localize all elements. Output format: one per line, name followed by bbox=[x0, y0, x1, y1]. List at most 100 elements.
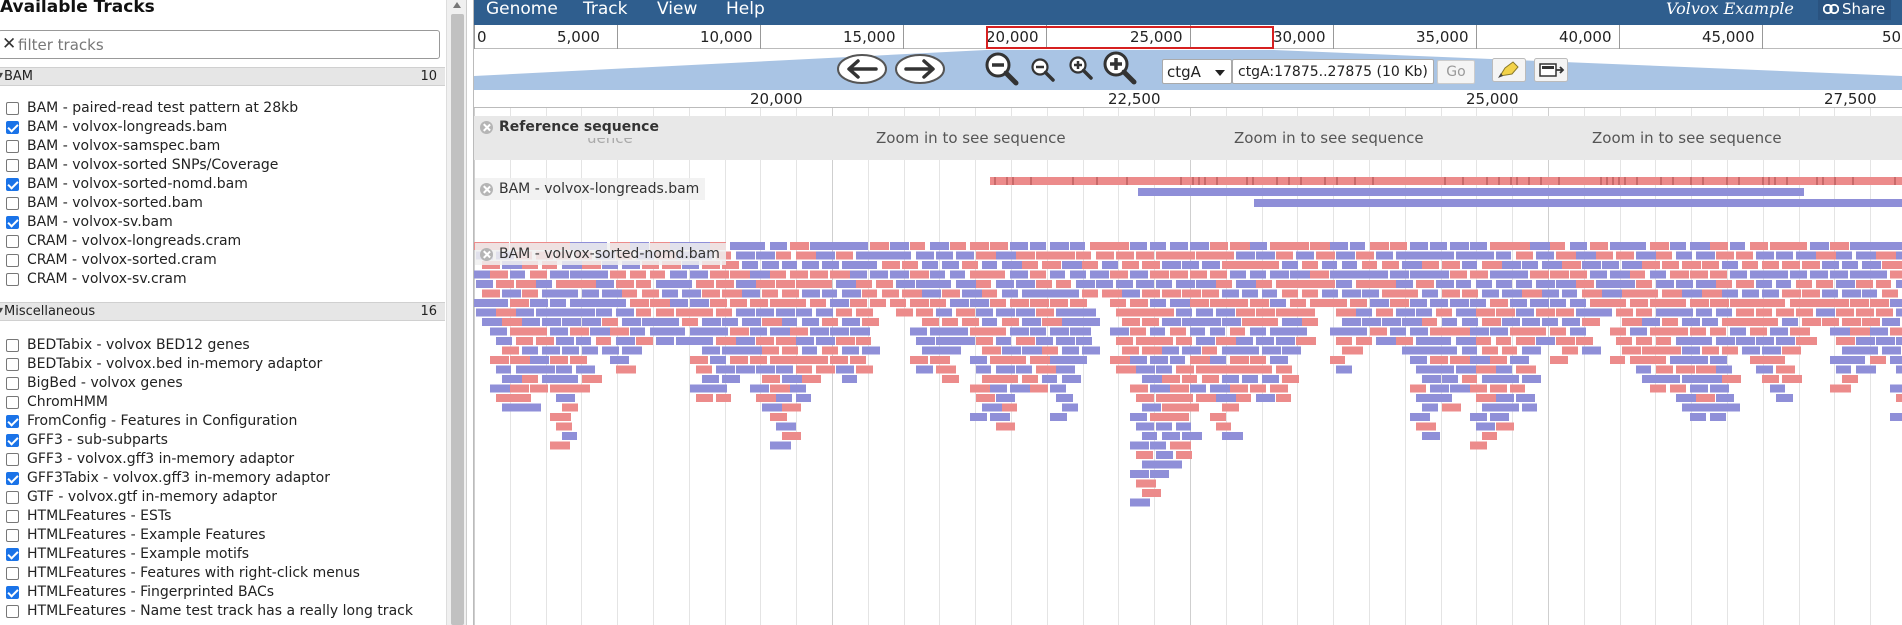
short-read[interactable] bbox=[1662, 375, 1680, 383]
short-read[interactable] bbox=[1002, 375, 1018, 383]
short-read[interactable] bbox=[816, 365, 835, 374]
short-read[interactable] bbox=[1042, 289, 1063, 298]
short-read[interactable] bbox=[1062, 318, 1082, 326]
short-read[interactable] bbox=[1176, 394, 1193, 402]
short-read[interactable] bbox=[950, 242, 966, 250]
overview-ruler[interactable]: 0 5,000 10,000 15,000 20,000 25,000 30,000 35,0… bbox=[474, 25, 1902, 49]
short-read[interactable] bbox=[950, 327, 968, 336]
short-read[interactable] bbox=[562, 375, 578, 383]
short-read[interactable] bbox=[1122, 318, 1140, 326]
short-read[interactable] bbox=[1182, 403, 1199, 412]
short-read[interactable] bbox=[650, 270, 665, 279]
short-read[interactable] bbox=[1110, 242, 1129, 250]
short-read[interactable] bbox=[1776, 251, 1793, 260]
short-read[interactable] bbox=[1682, 289, 1702, 298]
short-read[interactable] bbox=[1136, 337, 1156, 345]
short-read[interactable] bbox=[616, 280, 634, 288]
short-read[interactable] bbox=[690, 270, 708, 279]
short-read[interactable] bbox=[1716, 251, 1734, 260]
short-read[interactable] bbox=[936, 365, 956, 374]
short-read[interactable] bbox=[1622, 289, 1642, 298]
short-read[interactable] bbox=[842, 261, 863, 269]
short-read[interactable] bbox=[1756, 337, 1774, 345]
short-read[interactable] bbox=[1210, 299, 1231, 307]
short-read[interactable] bbox=[1636, 280, 1652, 288]
short-read[interactable] bbox=[1790, 327, 1810, 336]
long-read-mismatch[interactable] bbox=[1012, 177, 1014, 185]
short-read[interactable] bbox=[676, 308, 696, 317]
short-read[interactable] bbox=[1236, 251, 1255, 260]
short-read[interactable] bbox=[642, 261, 659, 269]
short-read[interactable] bbox=[1042, 346, 1058, 355]
short-read[interactable] bbox=[1510, 384, 1525, 393]
clear-filter-icon[interactable]: ✕ bbox=[2, 34, 17, 54]
short-read[interactable] bbox=[550, 327, 568, 336]
short-read[interactable] bbox=[1402, 346, 1422, 355]
short-read[interactable] bbox=[1150, 242, 1166, 250]
short-read[interactable] bbox=[510, 384, 529, 393]
short-read[interactable] bbox=[1362, 289, 1379, 298]
short-read[interactable] bbox=[1562, 289, 1577, 298]
long-read-mismatch[interactable] bbox=[1372, 177, 1374, 185]
short-read[interactable] bbox=[1742, 289, 1759, 298]
short-read[interactable] bbox=[1676, 337, 1696, 345]
short-read[interactable] bbox=[1842, 346, 1862, 355]
short-read[interactable] bbox=[816, 337, 835, 345]
short-read[interactable] bbox=[1642, 289, 1658, 298]
short-read[interactable] bbox=[582, 318, 601, 326]
short-read[interactable] bbox=[1682, 346, 1700, 355]
track-checkbox[interactable] bbox=[6, 197, 19, 210]
short-read[interactable] bbox=[1842, 289, 1861, 298]
short-read[interactable] bbox=[1642, 318, 1660, 326]
short-read[interactable] bbox=[1516, 337, 1535, 345]
short-read[interactable] bbox=[1050, 356, 1071, 364]
short-read[interactable] bbox=[1162, 403, 1183, 412]
short-read[interactable] bbox=[1282, 318, 1302, 326]
short-read[interactable] bbox=[790, 356, 810, 364]
short-read[interactable] bbox=[770, 242, 787, 250]
long-read-mismatch[interactable] bbox=[1540, 177, 1542, 185]
short-read[interactable] bbox=[656, 280, 676, 288]
short-read[interactable] bbox=[1890, 356, 1902, 364]
short-read[interactable] bbox=[1310, 242, 1330, 250]
short-read[interactable] bbox=[1230, 327, 1245, 336]
short-read[interactable] bbox=[1256, 280, 1272, 288]
short-read[interactable] bbox=[1036, 251, 1056, 260]
short-read[interactable] bbox=[922, 346, 942, 355]
track-checkbox[interactable] bbox=[6, 254, 19, 267]
short-read[interactable] bbox=[1296, 280, 1317, 288]
short-read[interactable] bbox=[1810, 299, 1830, 307]
short-read[interactable] bbox=[736, 337, 755, 345]
short-read[interactable] bbox=[1502, 261, 1521, 269]
short-read[interactable] bbox=[816, 251, 835, 260]
short-read[interactable] bbox=[502, 289, 521, 298]
long-read-mismatch[interactable] bbox=[1006, 177, 1008, 185]
long-read-mismatch[interactable] bbox=[1852, 177, 1854, 185]
short-read[interactable] bbox=[982, 318, 997, 326]
short-read[interactable] bbox=[1670, 356, 1690, 364]
short-read[interactable] bbox=[862, 346, 880, 355]
short-read[interactable] bbox=[622, 289, 637, 298]
short-read[interactable] bbox=[550, 299, 566, 307]
short-read[interactable] bbox=[796, 337, 814, 345]
short-read[interactable] bbox=[1590, 299, 1611, 307]
short-read[interactable] bbox=[1330, 242, 1348, 250]
short-read[interactable] bbox=[1836, 337, 1855, 345]
short-read[interactable] bbox=[1490, 384, 1507, 393]
short-read[interactable] bbox=[1162, 375, 1180, 383]
pan-right-icon[interactable] bbox=[894, 53, 946, 85]
short-read[interactable] bbox=[1276, 365, 1292, 374]
short-read[interactable] bbox=[1456, 280, 1471, 288]
short-read[interactable] bbox=[1842, 318, 1861, 326]
long-read-mismatch[interactable] bbox=[1774, 177, 1776, 185]
short-read[interactable] bbox=[630, 299, 649, 307]
short-read[interactable] bbox=[602, 289, 622, 298]
short-read[interactable] bbox=[1090, 242, 1111, 250]
short-read[interactable] bbox=[1022, 289, 1042, 298]
short-read[interactable] bbox=[770, 299, 790, 307]
short-read[interactable] bbox=[822, 261, 839, 269]
short-read[interactable] bbox=[1410, 384, 1426, 393]
short-read[interactable] bbox=[1250, 242, 1267, 250]
short-read[interactable] bbox=[1002, 403, 1017, 412]
short-read[interactable] bbox=[662, 318, 679, 326]
